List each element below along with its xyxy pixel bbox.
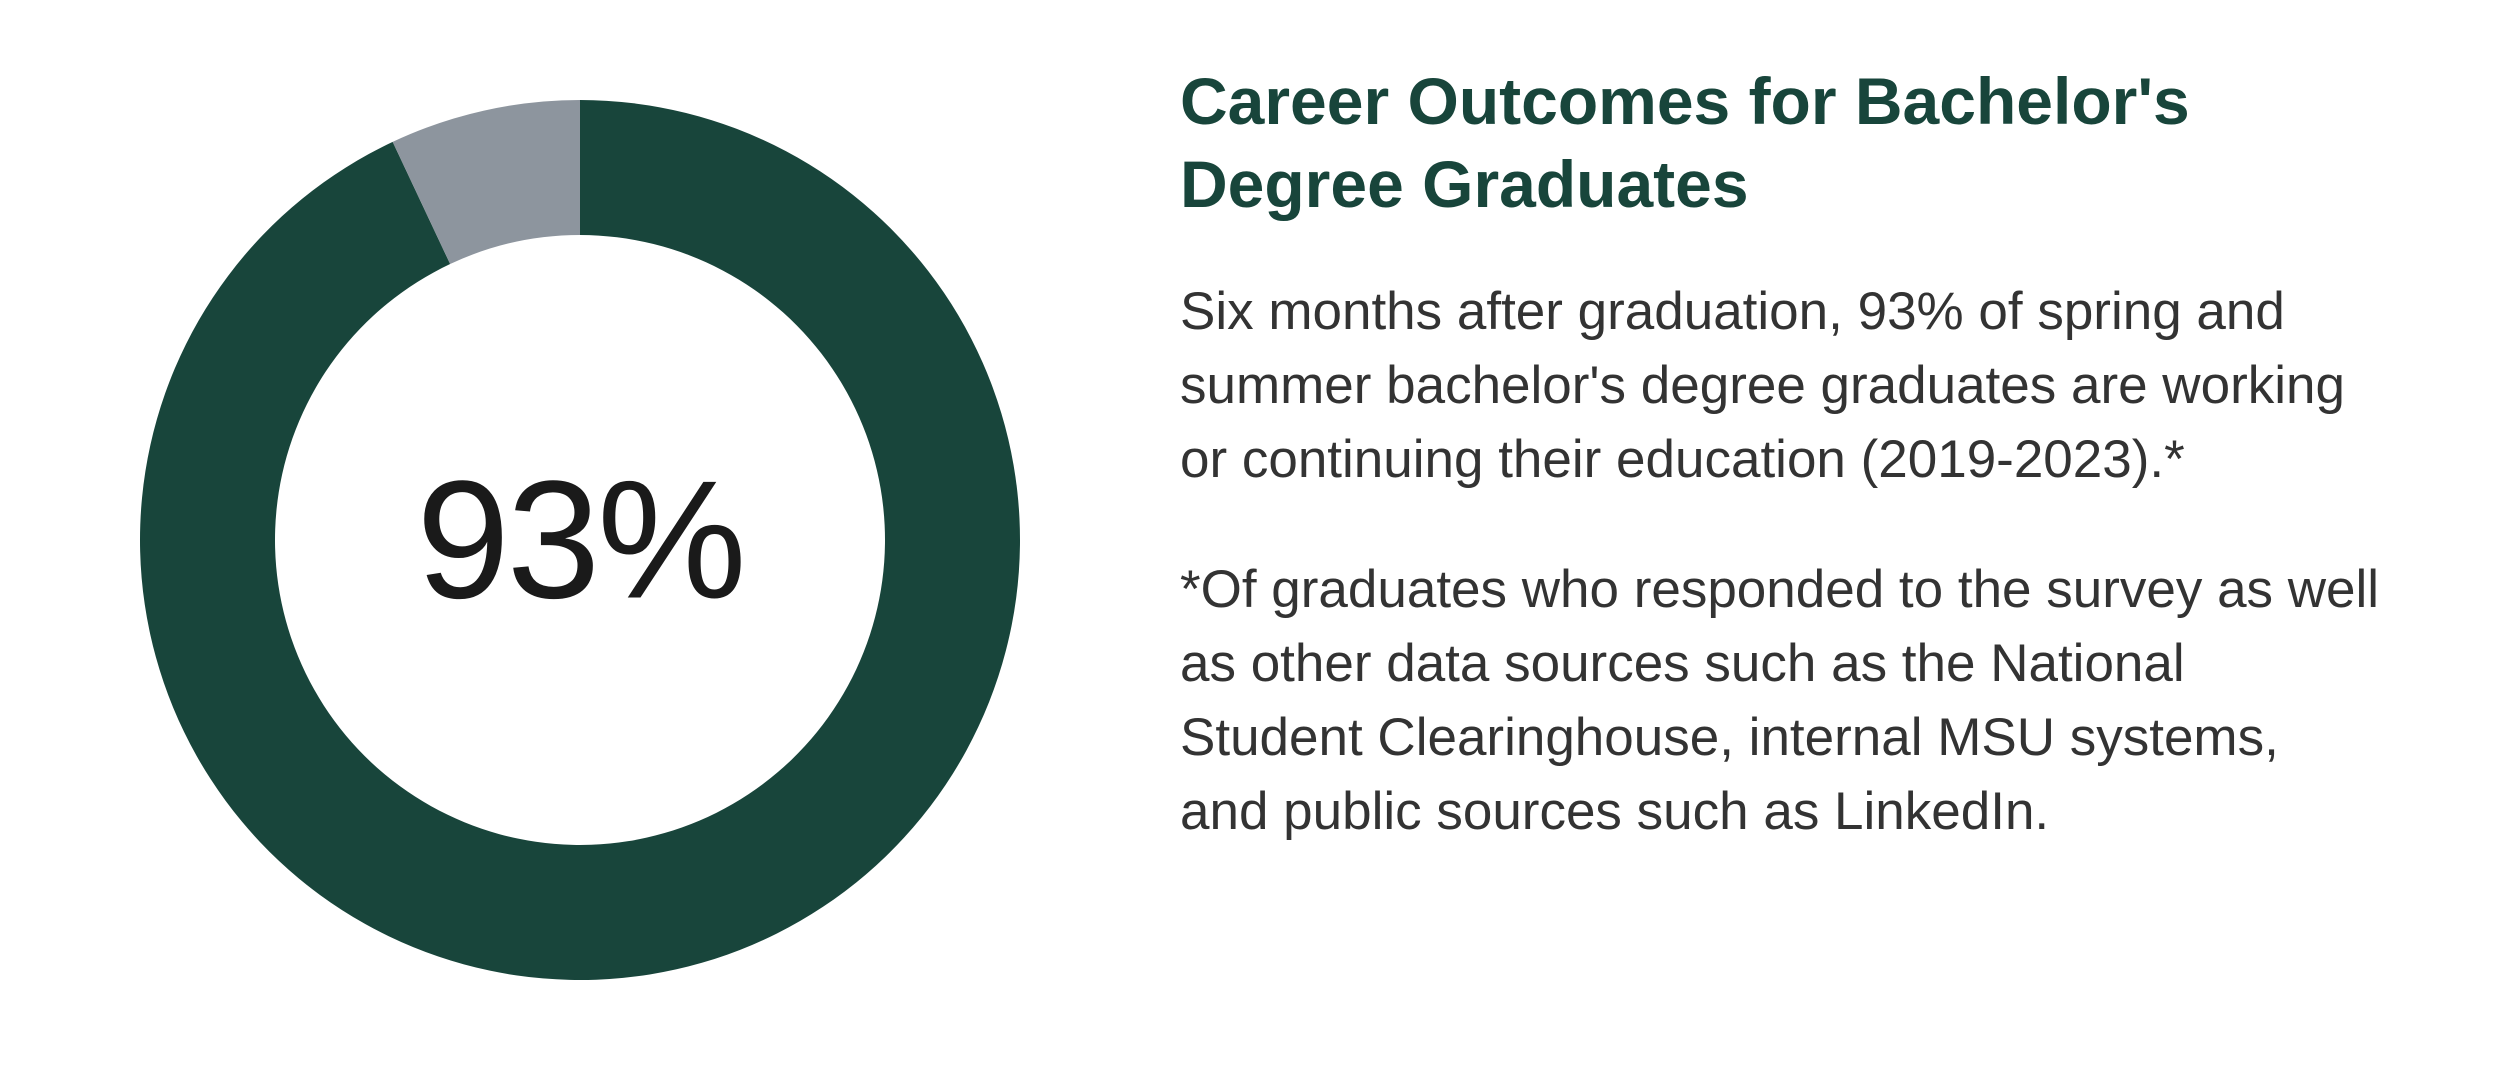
infographic-container: 93% Career Outcomes for Bachelor's Degre…	[100, 60, 2393, 1020]
infographic-description: Six months after graduation, 93% of spri…	[1180, 275, 2380, 498]
text-content-section: Career Outcomes for Bachelor's Degree Gr…	[1180, 60, 2380, 849]
donut-chart-section: 93%	[100, 60, 1060, 1020]
infographic-footnote: *Of graduates who responded to the surve…	[1180, 553, 2380, 850]
donut-center-percent: 93%	[416, 444, 743, 637]
infographic-title: Career Outcomes for Bachelor's Degree Gr…	[1180, 60, 2380, 225]
